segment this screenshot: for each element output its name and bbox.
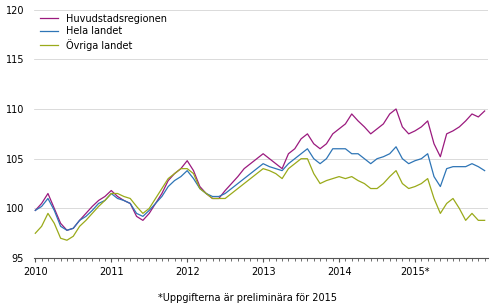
Hela landet	[393, 145, 399, 149]
Övriga landet	[298, 157, 304, 161]
Hela landet	[342, 147, 348, 150]
Huvudstadsregionen	[393, 107, 399, 111]
Huvudstadsregionen	[32, 209, 38, 212]
Line: Hela landet: Hela landet	[35, 147, 485, 230]
Hela landet	[292, 157, 298, 161]
Hela landet	[482, 169, 488, 172]
Hela landet	[64, 229, 70, 232]
Huvudstadsregionen	[456, 125, 462, 129]
Hela landet	[324, 157, 329, 161]
Hela landet	[102, 199, 108, 202]
Övriga landet	[330, 177, 336, 180]
Övriga landet	[191, 172, 197, 175]
Övriga landet	[349, 175, 355, 178]
Övriga landet	[32, 231, 38, 235]
Huvudstadsregionen	[102, 195, 108, 198]
Text: *Uppgifterna är preliminära för 2015: *Uppgifterna är preliminära för 2015	[158, 293, 336, 303]
Huvudstadsregionen	[324, 142, 329, 146]
Huvudstadsregionen	[292, 147, 298, 150]
Hela landet	[456, 165, 462, 168]
Huvudstadsregionen	[191, 169, 197, 172]
Huvudstadsregionen	[342, 122, 348, 126]
Hela landet	[191, 177, 197, 180]
Hela landet	[32, 209, 38, 212]
Huvudstadsregionen	[64, 229, 70, 232]
Övriga landet	[456, 207, 462, 210]
Line: Huvudstadsregionen: Huvudstadsregionen	[35, 109, 485, 230]
Huvudstadsregionen	[482, 109, 488, 113]
Line: Övriga landet: Övriga landet	[35, 159, 485, 240]
Övriga landet	[482, 219, 488, 222]
Legend: Huvudstadsregionen, Hela landet, Övriga landet: Huvudstadsregionen, Hela landet, Övriga …	[39, 12, 168, 53]
Övriga landet	[292, 162, 298, 165]
Övriga landet	[64, 238, 70, 242]
Övriga landet	[102, 199, 108, 202]
